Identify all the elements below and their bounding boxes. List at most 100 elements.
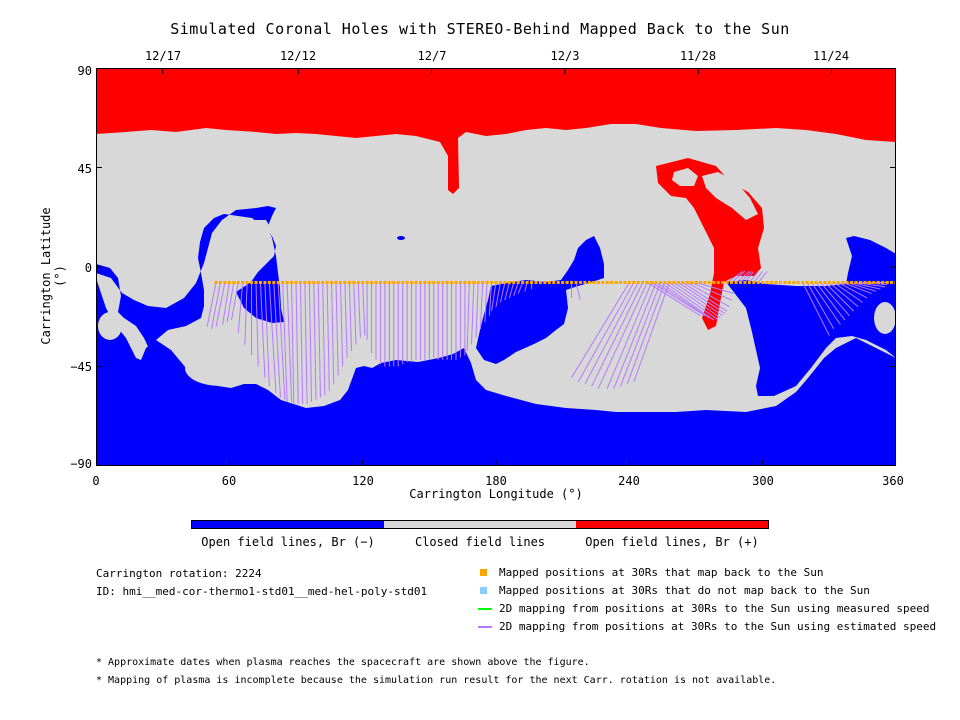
mapped-position-point: [605, 280, 609, 284]
mapping-line: [264, 282, 270, 387]
mapped-position-point: [521, 280, 525, 284]
mapped-position-point: [685, 280, 689, 284]
mapped-position-point: [672, 280, 676, 284]
mapped-position-point: [494, 280, 498, 284]
mapped-position-point: [232, 280, 236, 284]
mapping-line: [504, 282, 510, 301]
model-id: ID: hmi__med-cor-thermo1-std01__med-hel-…: [96, 585, 428, 598]
mapped-position-point: [743, 280, 747, 284]
negative-coronal-hole-central: [476, 236, 604, 364]
mapping-line: [277, 282, 286, 400]
mapped-position-point: [703, 280, 707, 284]
mapped-position-point: [881, 280, 885, 284]
mapped-position-point: [850, 280, 854, 284]
mapped-position-point: [530, 280, 534, 284]
mapped-position-point: [436, 280, 440, 284]
legend-swatch-square: [480, 569, 487, 576]
mapped-position-point: [285, 280, 289, 284]
y-tick-label: 45: [77, 162, 92, 176]
footnote: * Mapping of plasma is incomplete becaus…: [96, 675, 777, 686]
mapped-position-point: [427, 280, 431, 284]
mapping-line: [484, 282, 488, 323]
mapped-position-point: [747, 280, 751, 284]
mapped-position-point: [814, 280, 818, 284]
mapped-position-point: [730, 280, 734, 284]
mapped-position-point: [752, 280, 756, 284]
mapped-position-point: [574, 280, 578, 284]
mapping-line: [495, 282, 501, 307]
mapped-position-point: [445, 280, 449, 284]
mapped-position-point: [712, 280, 716, 284]
x-tick-label: 60: [221, 474, 237, 488]
mapping-line: [222, 282, 230, 325]
mapped-position-point: [738, 280, 742, 284]
x-tick-label: 240: [618, 474, 640, 488]
mapped-position-point: [698, 280, 702, 284]
mapped-position-point: [223, 280, 227, 284]
mapped-position-point: [338, 280, 342, 284]
mapped-position-point: [490, 280, 494, 284]
mapping-line: [731, 271, 746, 283]
mapped-position-point: [547, 280, 551, 284]
mapped-position-point: [485, 280, 489, 284]
mapping-line: [299, 282, 304, 405]
mapping-line: [655, 282, 710, 319]
mapped-position-point: [405, 280, 409, 284]
mapped-position-point: [761, 280, 765, 284]
mapped-position-point: [330, 280, 334, 284]
mapped-position-point: [610, 280, 614, 284]
colorbar-label-positive: Open field lines, Br (+): [585, 535, 759, 549]
mapped-position-point: [774, 280, 778, 284]
mapping-line: [757, 271, 768, 283]
mapped-position-point: [334, 280, 338, 284]
mapping-line: [471, 282, 475, 345]
mapped-position-point: [578, 280, 582, 284]
mapping-line: [740, 271, 752, 283]
mapping-line: [348, 282, 353, 352]
mapped-position-point: [272, 280, 276, 284]
mapped-position-point: [516, 280, 520, 284]
mapping-line: [226, 282, 235, 323]
y-axis-label: Carrington Latitude (°): [39, 207, 67, 345]
mapping-line: [479, 282, 484, 329]
mapped-position-point: [681, 280, 685, 284]
mapping-line: [664, 282, 719, 321]
colorbar-frame: [191, 520, 769, 529]
y-tick-label: 90: [77, 64, 92, 78]
legend-label: Mapped positions at 30Rs that map back t…: [499, 566, 824, 579]
mapped-position-point: [627, 280, 631, 284]
mapped-position-point: [467, 280, 471, 284]
mapped-position-point: [307, 280, 311, 284]
mapped-position-point: [787, 280, 791, 284]
mapped-position-point: [463, 280, 467, 284]
mapped-position-point: [414, 280, 418, 284]
mapped-position-point: [378, 280, 382, 284]
mapped-position-point: [316, 280, 320, 284]
mapped-position-point: [872, 280, 876, 284]
mapped-position-point: [432, 280, 436, 284]
mapping-line: [735, 271, 750, 283]
mapped-position-point: [352, 280, 356, 284]
legend-swatch-line: [478, 626, 492, 628]
mapped-position-point: [325, 280, 329, 284]
mapping-line: [677, 282, 726, 314]
top-date-label: 12/3: [550, 49, 580, 63]
mapped-position-point: [645, 280, 649, 284]
mapping-line: [669, 282, 721, 319]
mapping-line: [331, 282, 335, 385]
north-positive-coronal-hole: [96, 68, 896, 194]
mapped-position-point: [365, 280, 369, 284]
legend-label: 2D mapping from positions at 30Rs to the…: [499, 602, 930, 615]
mapping-line: [273, 282, 281, 398]
axis-ticks: [96, 68, 896, 466]
mapping-line: [255, 282, 259, 367]
mapped-position-point: [587, 280, 591, 284]
mapping-line: [215, 282, 226, 327]
mapping-line: [829, 282, 859, 308]
mapped-position-point: [543, 280, 547, 284]
mapped-position-point: [583, 280, 587, 284]
mapping-line: [211, 282, 221, 330]
mapped-position-point: [276, 280, 280, 284]
mapping-line: [508, 282, 515, 299]
legend-item: 2D mapping from positions at 30Rs to the…: [478, 620, 958, 634]
